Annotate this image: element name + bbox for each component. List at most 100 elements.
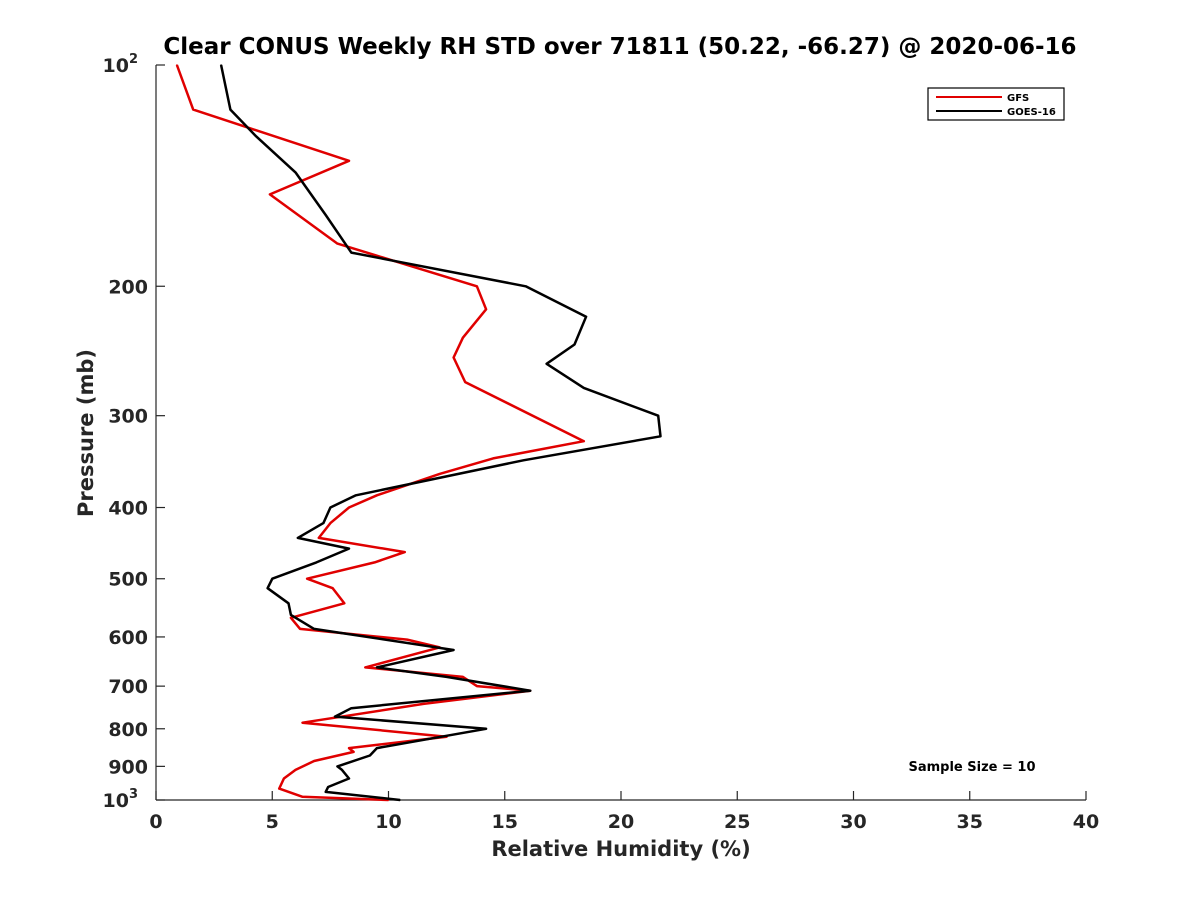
y-tick-label: 102	[103, 52, 139, 77]
data-point-gfs	[318, 537, 320, 539]
data-point-goes16	[255, 135, 257, 137]
data-point-gfs	[348, 506, 350, 509]
data-point-goes16	[522, 459, 525, 462]
data-point-gfs	[583, 440, 585, 443]
y-tick-label: 700	[108, 676, 148, 698]
data-point-goes16	[659, 435, 662, 438]
data-point-goes16	[329, 506, 332, 509]
plot-area	[155, 65, 1086, 801]
data-point-gfs	[364, 666, 367, 669]
data-point-gfs	[278, 787, 281, 790]
data-point-gfs	[301, 721, 304, 724]
data-point-gfs	[348, 160, 350, 162]
x-tick-label: 35	[957, 811, 983, 833]
data-point-goes16	[315, 561, 318, 564]
data-point-gfs	[192, 108, 194, 111]
data-point-goes16	[220, 64, 222, 66]
y-tick-label: 800	[108, 719, 148, 741]
data-point-gfs	[476, 685, 478, 687]
data-point-goes16	[657, 414, 659, 417]
sample-size-annotation: Sample Size = 10	[908, 760, 1035, 775]
x-axis-ticks: 0 5 10 15 20 25 30 35 40	[149, 791, 1099, 833]
y-tick-label: 103	[103, 787, 139, 812]
data-point-gfs	[294, 769, 297, 771]
data-point-goes16	[545, 363, 548, 365]
data-point-gfs	[269, 193, 271, 196]
data-point-goes16	[297, 537, 299, 539]
data-point-goes16	[350, 251, 353, 254]
data-point-gfs	[343, 602, 346, 605]
x-tick-label: 40	[1073, 811, 1099, 833]
data-point-goes16	[399, 799, 401, 801]
data-point-goes16	[485, 728, 487, 730]
data-point-gfs	[404, 551, 406, 553]
data-point-gfs	[348, 747, 350, 749]
legend-box	[927, 87, 1065, 121]
data-point-goes16	[583, 387, 585, 389]
data-point-goes16	[229, 108, 232, 111]
data-point-gfs	[406, 638, 408, 641]
data-point-goes16	[445, 676, 448, 678]
data-point-gfs	[331, 587, 334, 589]
chart-title: Clear CONUS Weekly RH STD over 71811 (50…	[163, 34, 1076, 60]
data-point-gfs	[462, 336, 464, 339]
data-point-goes16	[294, 171, 297, 174]
x-tick-label: 20	[608, 811, 634, 833]
data-point-goes16	[334, 715, 336, 718]
x-tick-label: 10	[375, 811, 401, 833]
data-point-goes16	[524, 285, 527, 288]
x-tick-label: 25	[724, 811, 750, 833]
data-point-goes16	[585, 315, 587, 318]
data-point-goes16	[348, 777, 350, 780]
data-point-gfs	[283, 777, 285, 780]
data-point-goes16	[452, 649, 455, 651]
y-tick-label: 600	[108, 627, 148, 649]
data-point-gfs	[462, 676, 464, 678]
data-point-gfs	[313, 760, 315, 762]
data-point-goes16	[324, 791, 327, 793]
data-point-goes16	[313, 628, 315, 630]
data-point-gfs	[452, 356, 455, 359]
data-point-goes16	[322, 522, 325, 524]
legend-label-goes16: GOES-16	[1007, 107, 1056, 118]
data-point-goes16	[573, 343, 576, 346]
data-point-gfs	[376, 494, 378, 497]
data-point-gfs	[352, 751, 355, 753]
data-point-goes16	[271, 577, 274, 580]
data-point-goes16	[290, 614, 292, 616]
data-point-gfs	[438, 473, 441, 475]
data-point-gfs	[299, 628, 301, 630]
data-point-goes16	[350, 707, 353, 709]
data-point-goes16	[324, 214, 327, 216]
series-layer	[175, 64, 662, 802]
x-tick-label: 5	[266, 811, 279, 833]
data-point-gfs	[290, 617, 292, 619]
x-tick-label: 0	[149, 811, 162, 833]
y-tick-label: 300	[108, 406, 148, 428]
y-axis-label: Pressure (mb)	[74, 349, 98, 517]
data-point-gfs	[373, 561, 376, 564]
data-point-gfs	[306, 577, 308, 580]
data-point-goes16	[327, 786, 329, 788]
data-point-goes16	[336, 765, 339, 768]
data-point-goes16	[341, 769, 343, 771]
data-point-goes16	[287, 602, 290, 605]
data-point-goes16	[529, 689, 532, 692]
x-tick-label: 15	[492, 811, 518, 833]
data-point-gfs	[301, 796, 304, 798]
data-point-gfs	[176, 64, 178, 66]
x-tick-label: 30	[840, 811, 866, 833]
y-axis-ticks: 102 200 300 400 500 600 700 800 900 103	[103, 52, 165, 812]
data-point-gfs	[485, 308, 487, 311]
data-point-goes16	[348, 547, 350, 550]
x-axis-label: Relative Humidity (%)	[491, 837, 750, 861]
data-point-gfs	[476, 285, 478, 288]
data-point-goes16	[376, 666, 378, 669]
data-point-gfs	[422, 703, 425, 705]
data-point-gfs	[464, 381, 467, 383]
data-point-gfs	[492, 457, 494, 460]
y-tick-label: 400	[108, 498, 148, 520]
series-line-goes16	[219, 64, 662, 802]
data-point-goes16	[355, 494, 357, 497]
